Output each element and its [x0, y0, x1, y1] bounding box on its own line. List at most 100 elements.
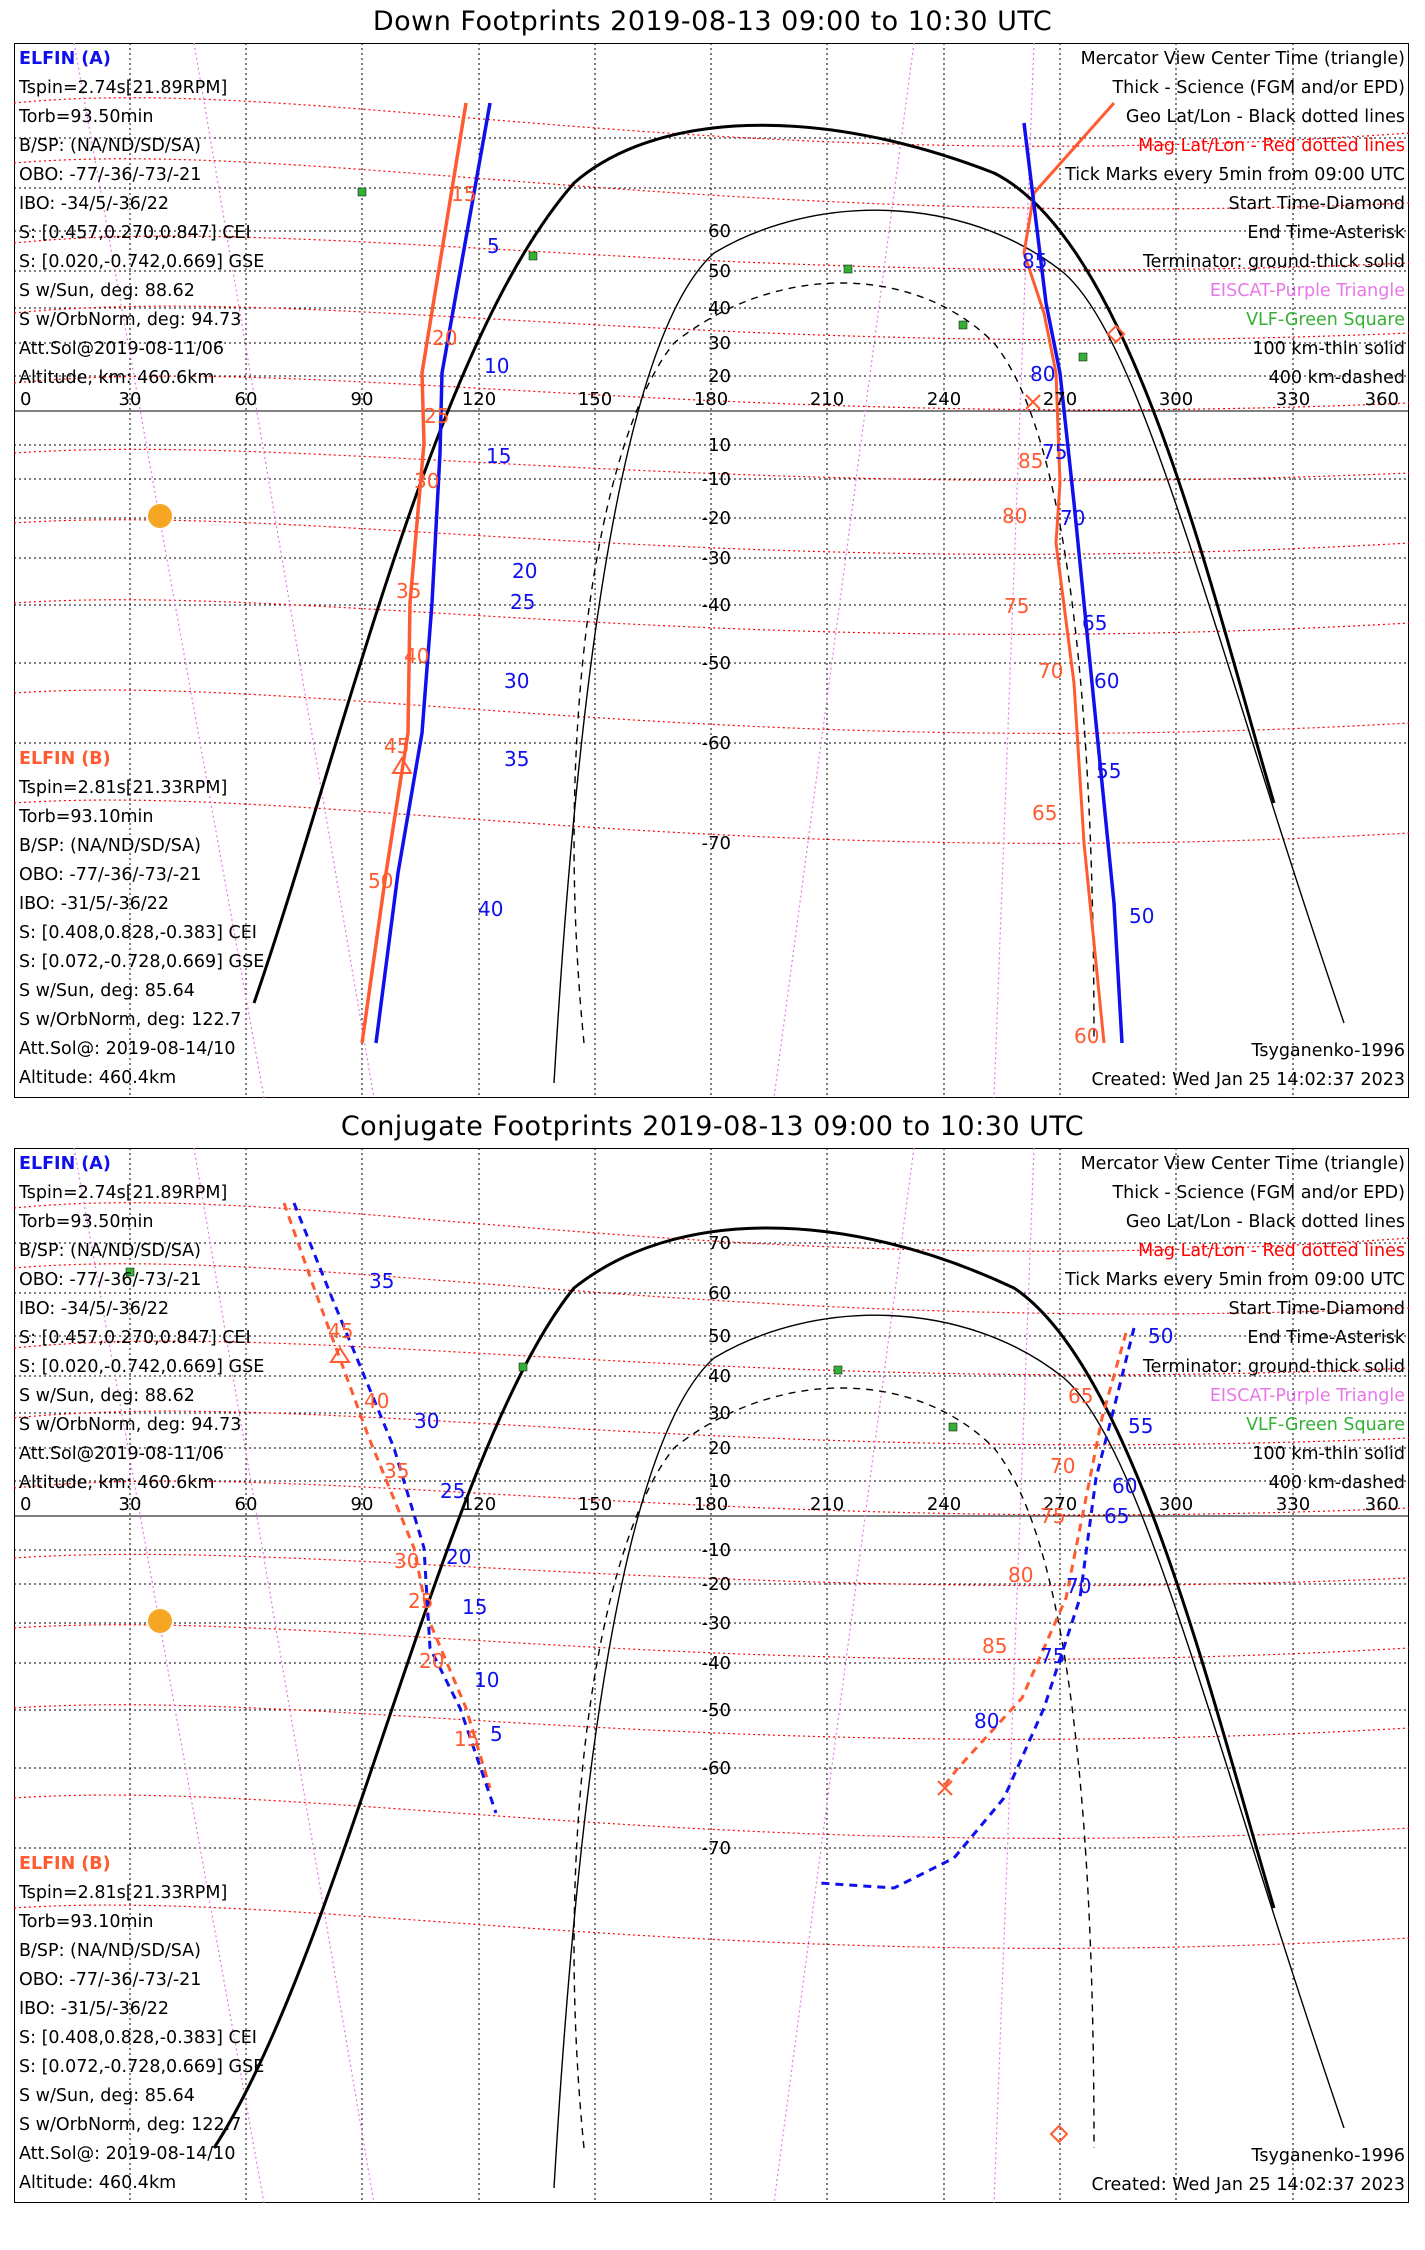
elfin-b-line: Tspin=2.81s[21.33RPM]: [19, 778, 228, 798]
map-legend: Mercator View Center Time (triangle) Thi…: [1065, 1150, 1405, 1498]
eiscat-meridians: [73, 1148, 1035, 2203]
elfin-b-header: ELFIN (B): [19, 749, 111, 769]
lat-tick-label: 60: [708, 1283, 731, 1304]
lon-tick-label: 240: [927, 1494, 961, 1515]
track-label-a: 25: [510, 590, 535, 614]
lon-tick-label: 300: [1159, 389, 1193, 410]
elfin-a-line: Torb=93.50min: [19, 107, 154, 127]
elfin-a-header: ELFIN (A): [19, 49, 111, 69]
legend-line: Tick Marks every 5min from 09:00 UTC: [1065, 1270, 1405, 1290]
track-label-a: 70: [1066, 1574, 1091, 1598]
elfin-a-line: IBO: -34/5/-36/22: [19, 1299, 170, 1319]
track-label-a: 85: [1022, 249, 1047, 273]
track-label-b: 15: [454, 1727, 479, 1751]
elfin-a-header: ELFIN (A): [19, 1154, 111, 1174]
elfin-a-line: B/SP: (NA/ND/SD/SA): [19, 136, 201, 156]
legend-line: EISCAT-Purple Triangle: [1209, 1386, 1405, 1406]
vlf-marker: [1078, 352, 1088, 362]
lon-tick-label: 90: [351, 389, 374, 410]
elfin-b-info: ELFIN (B) Tspin=2.81s[21.33RPM] Torb=93.…: [19, 745, 264, 1093]
map-footer: Tsyganenko-1996 Created: Wed Jan 25 14:0…: [1092, 1037, 1406, 1095]
center-triangle-icon: [329, 1346, 351, 1363]
elfin-b-line: Att.Sol@: 2019-08-14/10: [19, 1039, 236, 1059]
legend-line: Mercator View Center Time (triangle): [1080, 1154, 1405, 1174]
sun-icon: [148, 504, 172, 528]
elfin-a-line: Att.Sol@2019-08-11/06: [19, 339, 224, 359]
lat-tick-label: -30: [702, 1613, 731, 1634]
legend-line: Mercator View Center Time (triangle): [1080, 49, 1405, 69]
elfin-b-info: ELFIN (B) Tspin=2.81s[21.33RPM] Torb=93.…: [19, 1850, 264, 2198]
elfin-b-line: B/SP: (NA/ND/SD/SA): [19, 836, 201, 856]
track-label-a: 5: [490, 1722, 503, 1746]
end-asterisk-icon: [1025, 394, 1041, 410]
lat-tick-label: -20: [702, 1574, 731, 1595]
legend-line: 100 km-thin solid: [1252, 339, 1405, 359]
elfin-a-line: Altitude, km: 460.6km: [19, 1473, 215, 1493]
geo-grid: [14, 43, 1409, 1098]
track-a-west: [292, 1202, 498, 1814]
vlf-marker: [843, 264, 853, 274]
lon-tick-label: 210: [810, 389, 844, 410]
legend-line: VLF-Green Square: [1246, 310, 1405, 330]
track-label-b: 75: [1004, 594, 1029, 618]
elfin-b-line: IBO: -31/5/-36/22: [19, 894, 170, 914]
legend-line: 400 km-dashed: [1268, 1473, 1405, 1493]
elfin-b-line: Altitude: 460.4km: [19, 1068, 177, 1088]
lat-tick-label: 40: [708, 1366, 731, 1387]
model-name: Tsyganenko-1996: [1251, 1041, 1405, 1061]
lat-tick-label: -10: [702, 469, 731, 490]
elfin-b-line: Att.Sol@: 2019-08-14/10: [19, 2144, 236, 2164]
track-label-b: 80: [1008, 1563, 1033, 1587]
lon-tick-label: 150: [578, 389, 612, 410]
terminator-100km: [553, 209, 1345, 1084]
legend-line: Terminator: ground-thick solid: [1142, 252, 1405, 272]
elfin-a-line: Altitude, km: 460.6km: [19, 368, 215, 388]
track-label-b: 65: [1032, 801, 1057, 825]
lon-tick-label: 180: [694, 1494, 728, 1515]
track-label-b: 35: [384, 1459, 409, 1483]
lat-tick-label: -70: [702, 833, 731, 854]
track-b-east: [942, 1332, 1128, 1787]
created-timestamp: Created: Wed Jan 25 14:02:37 2023: [1091, 2175, 1406, 2195]
legend-line: 400 km-dashed: [1268, 368, 1405, 388]
start-diamond-icon: [1106, 324, 1126, 344]
track-label-a: 15: [462, 1595, 487, 1619]
lon-tick-label: 0: [20, 1494, 31, 1515]
lat-tick-label: -40: [702, 1653, 731, 1674]
track-label-b: 30: [394, 1549, 419, 1573]
elfin-a-line: Tspin=2.74s[21.89RPM]: [19, 78, 228, 98]
track-label-b: 35: [396, 579, 421, 603]
elfin-a-line: IBO: -34/5/-36/22: [19, 194, 170, 214]
elfin-a-line: S w/Sun, deg: 88.62: [19, 281, 195, 301]
track-label-a: 80: [1030, 362, 1055, 386]
lon-tick-label: 180: [694, 389, 728, 410]
lat-tick-label: 70: [708, 1233, 731, 1254]
elfin-a-line: S w/Sun, deg: 88.62: [19, 1386, 195, 1406]
model-name: Tsyganenko-1996: [1251, 2146, 1405, 2166]
track-label-a: 25: [440, 1479, 465, 1503]
lat-tick-label: -70: [702, 1838, 731, 1859]
elfin-a-line: S w/OrbNorm, deg: 94.73: [19, 310, 242, 330]
track-label-b: 40: [364, 1389, 389, 1413]
elfin-b-line: Torb=93.10min: [19, 1912, 154, 1932]
track-label-b: 60: [1074, 1024, 1099, 1048]
elfin-a-line: S: [0.020,-0.742,0.669] GSE: [19, 1357, 265, 1377]
track-label-b: 20: [432, 326, 457, 350]
elfin-b-line: IBO: -31/5/-36/22: [19, 1999, 170, 2019]
lon-tick-label: 60: [235, 389, 258, 410]
track-label-a: 10: [484, 354, 509, 378]
elfin-a-line: S: [0.020,-0.742,0.669] GSE: [19, 252, 265, 272]
track-label-a: 60: [1112, 1474, 1137, 1498]
lon-tick-label: 330: [1276, 1494, 1310, 1515]
track-label-a: 65: [1082, 611, 1107, 635]
elfin-b-header: ELFIN (B): [19, 1854, 111, 1874]
elfin-b-line: S w/OrbNorm, deg: 122.7: [19, 2115, 242, 2135]
lat-tick-label: -40: [702, 595, 731, 616]
track-label-b: 45: [328, 1319, 353, 1343]
elfin-b-line: Tspin=2.81s[21.33RPM]: [19, 1883, 228, 1903]
track-label-b: 80: [1002, 504, 1027, 528]
mercator-map: 0 30 60 90 120 150 180 210 240 270 300 330 360 70 60 50…: [14, 1148, 1409, 2203]
lat-tick-label: 50: [708, 1326, 731, 1347]
track-label-a: 10: [474, 1668, 499, 1692]
lon-tick-label: 240: [927, 389, 961, 410]
